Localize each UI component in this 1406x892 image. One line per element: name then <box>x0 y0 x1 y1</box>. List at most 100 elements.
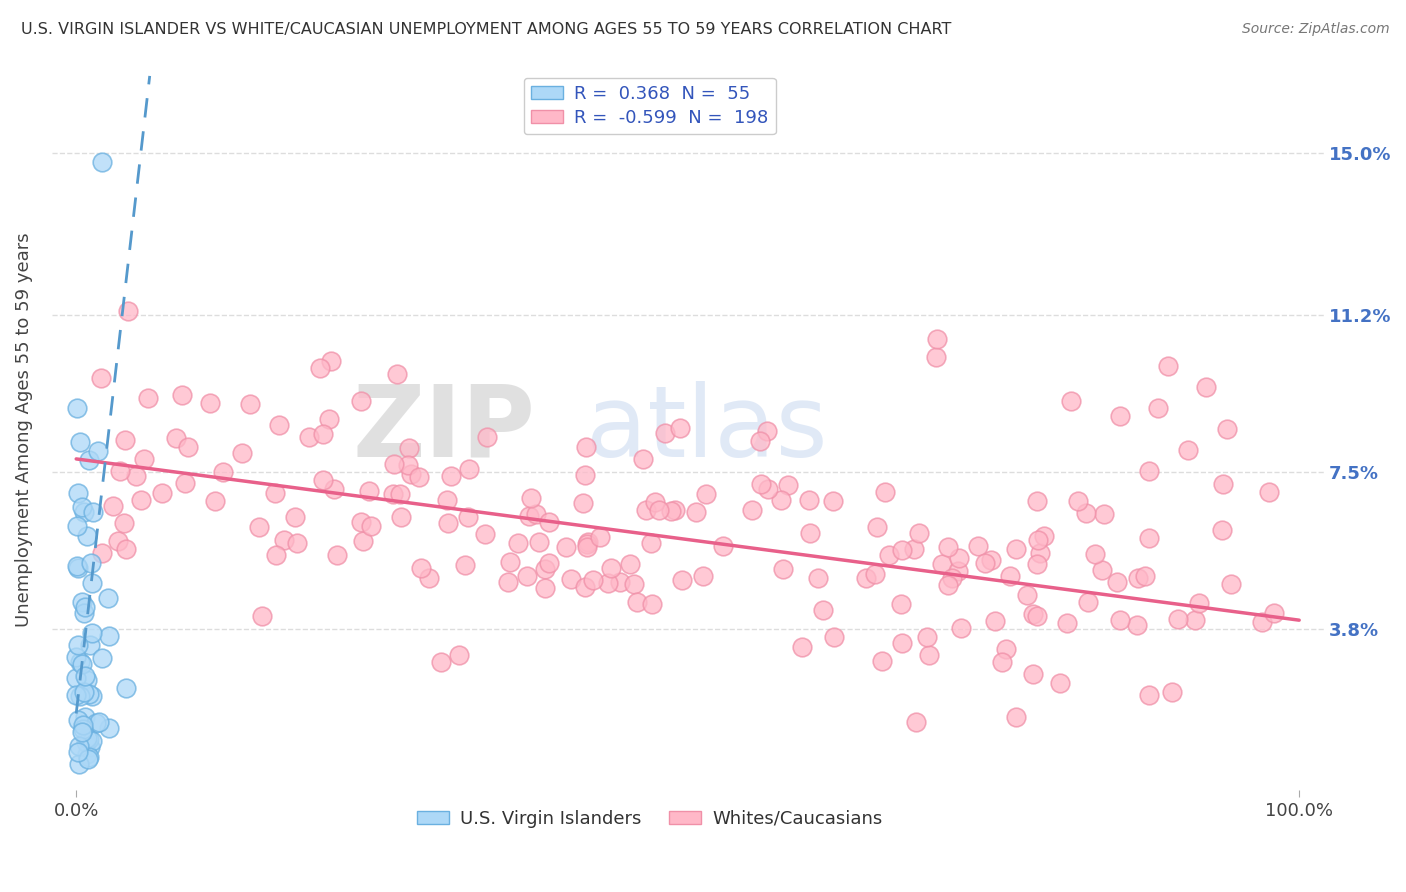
Point <box>436 493 458 508</box>
Point <box>711 539 734 553</box>
Point <box>69 434 91 449</box>
Point <box>560 572 582 586</box>
Point <box>1177 443 1199 458</box>
Point <box>799 526 821 541</box>
Point <box>70 500 93 514</box>
Point <box>1028 546 1050 560</box>
Point <box>749 434 772 448</box>
Point <box>67 739 90 753</box>
Point <box>82 689 104 703</box>
Point <box>326 548 349 562</box>
Point <box>408 470 430 484</box>
Point <box>1049 675 1071 690</box>
Point <box>65 689 87 703</box>
Point <box>776 478 799 492</box>
Point <box>873 484 896 499</box>
Point <box>1026 558 1049 572</box>
Point <box>65 650 87 665</box>
Point <box>389 510 412 524</box>
Point <box>318 412 340 426</box>
Point <box>575 440 598 454</box>
Point <box>382 487 405 501</box>
Text: atlas: atlas <box>586 381 828 478</box>
Point <box>555 540 578 554</box>
Text: Source: ZipAtlas.com: Source: ZipAtlas.com <box>1241 22 1389 37</box>
Point <box>1220 577 1243 591</box>
Point <box>87 444 110 458</box>
Point <box>1212 476 1234 491</box>
Point <box>474 527 496 541</box>
Point <box>792 640 814 654</box>
Point <box>619 557 641 571</box>
Point <box>77 752 100 766</box>
Point <box>870 654 893 668</box>
Point <box>76 529 98 543</box>
Point <box>150 486 173 500</box>
Point <box>890 635 912 649</box>
Point <box>399 467 422 482</box>
Point <box>533 562 555 576</box>
Point <box>72 607 94 621</box>
Point <box>67 713 90 727</box>
Point <box>1157 359 1180 373</box>
Point <box>1188 596 1211 610</box>
Point <box>72 685 94 699</box>
Point <box>458 462 481 476</box>
Point <box>79 638 101 652</box>
Point <box>117 303 139 318</box>
Point <box>1195 380 1218 394</box>
Point <box>664 503 686 517</box>
Point <box>1108 409 1130 424</box>
Point <box>101 500 124 514</box>
Point <box>1025 494 1047 508</box>
Point <box>67 745 90 759</box>
Point <box>995 642 1018 657</box>
Point <box>1026 609 1049 624</box>
Point <box>537 556 560 570</box>
Point <box>97 629 120 643</box>
Point <box>931 557 953 571</box>
Point <box>769 493 792 508</box>
Point <box>79 739 101 754</box>
Point <box>741 503 763 517</box>
Point <box>1022 607 1045 621</box>
Point <box>1091 563 1114 577</box>
Point <box>980 553 1002 567</box>
Point <box>76 673 98 687</box>
Point <box>575 540 598 554</box>
Point <box>352 534 374 549</box>
Point <box>72 722 94 736</box>
Point <box>685 505 707 519</box>
Point <box>86 715 108 730</box>
Point <box>72 718 94 732</box>
Point <box>204 494 226 508</box>
Point <box>1107 575 1129 590</box>
Point <box>75 710 97 724</box>
Point <box>598 576 620 591</box>
Point <box>75 734 97 748</box>
Point <box>66 401 89 415</box>
Point <box>671 573 693 587</box>
Point <box>319 354 342 368</box>
Point <box>389 487 412 501</box>
Point <box>967 539 990 553</box>
Point <box>177 441 200 455</box>
Point <box>609 575 631 590</box>
Point <box>284 510 307 524</box>
Point <box>1216 422 1239 436</box>
Point <box>398 458 420 472</box>
Point <box>1005 710 1028 724</box>
Point <box>588 530 610 544</box>
Point <box>941 571 963 585</box>
Point <box>134 451 156 466</box>
Point <box>398 441 420 455</box>
Point <box>97 722 120 736</box>
Point <box>440 469 463 483</box>
Point <box>648 503 671 517</box>
Point <box>1167 612 1189 626</box>
Point <box>903 541 925 556</box>
Point <box>80 734 103 748</box>
Point <box>517 508 540 523</box>
Point <box>534 581 557 595</box>
Point <box>756 483 779 497</box>
